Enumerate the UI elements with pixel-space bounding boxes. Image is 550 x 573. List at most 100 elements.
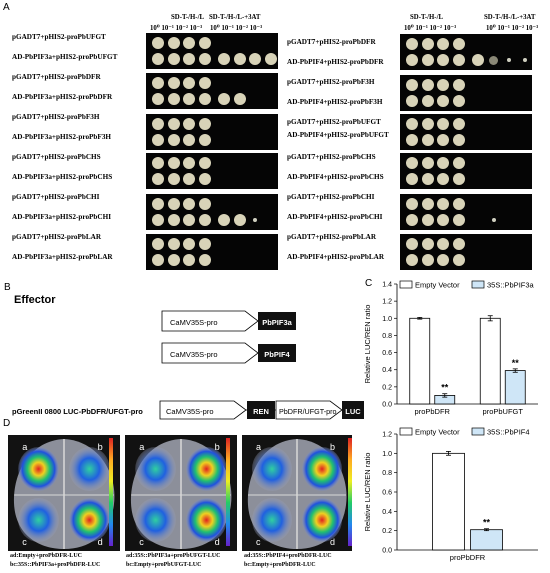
left-row-label: AD-PbPIF3a+pHIS2-proPbDFR bbox=[12, 93, 113, 101]
yeast-colony bbox=[421, 214, 434, 227]
legend-label: Empty Vector bbox=[415, 281, 460, 290]
yeast-colony bbox=[152, 53, 164, 66]
yeast-spot-plate bbox=[212, 33, 278, 69]
yeast-colony bbox=[437, 117, 449, 130]
luciferase-leaf-image: a b c d bbox=[125, 435, 237, 551]
yeast-colony bbox=[406, 78, 418, 91]
yeast-colony bbox=[198, 214, 211, 227]
yeast-colony bbox=[421, 173, 434, 186]
right-row-label: AD-PbPIF4+pHIS2-proPbCHS bbox=[287, 173, 384, 181]
yeast-colony bbox=[167, 214, 180, 227]
yeast-colony bbox=[437, 237, 449, 250]
yeast-colony bbox=[264, 53, 277, 66]
yeast-colony bbox=[218, 214, 230, 227]
yeast-colony bbox=[437, 197, 449, 210]
quadrant-d: d bbox=[215, 537, 220, 547]
yeast-colony bbox=[152, 76, 164, 89]
yeast-colony bbox=[218, 93, 230, 106]
leaf1-caption-1: ad:Empty+proPbDFR-LUC bbox=[10, 553, 82, 559]
legend-swatch bbox=[399, 427, 413, 436]
left-row-label: AD-PbPIF3a+pHIS2-proPbCHS bbox=[12, 173, 113, 181]
yeast-colony bbox=[406, 54, 418, 67]
legend-label: Empty Vector bbox=[415, 428, 460, 437]
yeast-colony bbox=[406, 156, 418, 169]
yeast-colony bbox=[452, 78, 465, 91]
reporter-promoter-label: CaMV35S-pro bbox=[166, 407, 214, 416]
yeast-colony bbox=[198, 237, 211, 250]
yeast-colony bbox=[421, 117, 434, 130]
yeast-spot-plate bbox=[212, 114, 278, 150]
y-tick-label: 0.6 bbox=[382, 350, 392, 357]
yeast-colony bbox=[421, 156, 434, 169]
luc-label: LUC bbox=[345, 407, 361, 416]
gene-2-label: PbPIF4 bbox=[264, 350, 290, 359]
effector-title: Effector bbox=[14, 294, 56, 306]
quadrant-b: b bbox=[330, 442, 335, 452]
target-promoter-label: PbDFR/UFGT-pro bbox=[279, 407, 337, 416]
yeast-colony bbox=[198, 53, 211, 66]
yeast-spot-plate bbox=[466, 114, 532, 150]
left-row-label: AD-PbPIF3a+pHIS2-proPbF3H bbox=[12, 133, 112, 141]
promoter-1-label: CaMV35S-pro bbox=[170, 318, 218, 327]
right-row-label: pGADT7+pHIS2-proPbCHS bbox=[287, 153, 376, 161]
yeast-colony bbox=[406, 95, 418, 108]
yeast-colony bbox=[452, 173, 465, 186]
yeast-spot-plate bbox=[466, 194, 532, 230]
yeast-colony bbox=[406, 134, 418, 147]
quadrant-c: c bbox=[256, 537, 261, 547]
yeast-colony bbox=[198, 76, 211, 89]
yeast-colony bbox=[253, 218, 257, 223]
yeast-spot-plate bbox=[146, 194, 212, 230]
yeast-colony bbox=[452, 214, 465, 227]
right-sd-iii-header: SD-T-/H-/L-+3AT bbox=[484, 14, 536, 21]
yeast-spot-plate bbox=[400, 75, 466, 111]
yeast-colony bbox=[152, 134, 164, 147]
yeast-colony bbox=[183, 156, 195, 169]
left-row-label: pGADT7+pHIS2-proPbCHI bbox=[12, 193, 100, 201]
quadrant-a: a bbox=[256, 442, 261, 452]
legend-swatch bbox=[399, 280, 413, 289]
yeast-colony bbox=[452, 237, 465, 250]
panel-c-letter: C bbox=[365, 278, 373, 289]
target-promoter-arrow bbox=[275, 400, 343, 420]
gene-1-label: PbPIF3a bbox=[262, 318, 292, 327]
bar bbox=[504, 370, 526, 405]
yeast-spot-plate bbox=[212, 194, 278, 230]
quadrant-d: d bbox=[330, 537, 335, 547]
y-tick-label: 0.4 bbox=[382, 367, 392, 374]
left-dilutions-header-2: 10⁰ 10⁻¹ 10⁻² 10⁻³ bbox=[210, 25, 263, 32]
yeast-colony bbox=[183, 254, 195, 267]
yeast-colony bbox=[152, 214, 164, 227]
reporter-label: pGreenII 0800 LUC-PbDFR/UFGT-pro bbox=[12, 407, 143, 416]
yeast-colony bbox=[421, 78, 434, 91]
yeast-spot-plate bbox=[400, 153, 466, 189]
significance-label: ** bbox=[512, 358, 520, 368]
bar bbox=[470, 529, 503, 551]
yeast-spot-plate bbox=[400, 194, 466, 230]
yeast-spot-plate bbox=[146, 33, 212, 69]
yeast-colony bbox=[167, 156, 180, 169]
y-axis-label: Relative LUC/REN ratio bbox=[363, 305, 372, 384]
gene-box-pif4 bbox=[258, 344, 296, 362]
yeast-colony bbox=[167, 93, 180, 106]
yeast-colony bbox=[167, 197, 180, 210]
yeast-colony bbox=[452, 54, 465, 67]
gene-box-pif3a bbox=[258, 312, 296, 330]
yeast-colony bbox=[452, 95, 465, 108]
yeast-spot-plate bbox=[146, 234, 212, 270]
yeast-colony bbox=[183, 117, 195, 130]
yeast-colony bbox=[167, 76, 180, 89]
yeast-colony bbox=[489, 55, 498, 65]
yeast-colony bbox=[152, 36, 164, 49]
right-row-label: pGADT7+pHIS2-proPbLAR bbox=[287, 233, 377, 241]
yeast-colony bbox=[406, 197, 418, 210]
left-sd-iii-header: SD-T-/H-/L-+3AT bbox=[209, 14, 261, 21]
right-row-label: AD-PbPIF4+pHIS2-proPbF3H bbox=[287, 98, 383, 106]
right-row-label: AD-PbPIF4+pHIS2-proPbCHI bbox=[287, 213, 383, 221]
reporter-promoter-arrow bbox=[159, 400, 247, 420]
leaf1-caption-2: bc:35S::PbPIF3a+proPbDFR-LUC bbox=[10, 562, 101, 568]
yeast-colony bbox=[198, 254, 211, 267]
yeast-spot-plate bbox=[466, 34, 532, 70]
yeast-spot-plate bbox=[400, 34, 466, 70]
y-tick-label: 1.4 bbox=[382, 282, 392, 289]
